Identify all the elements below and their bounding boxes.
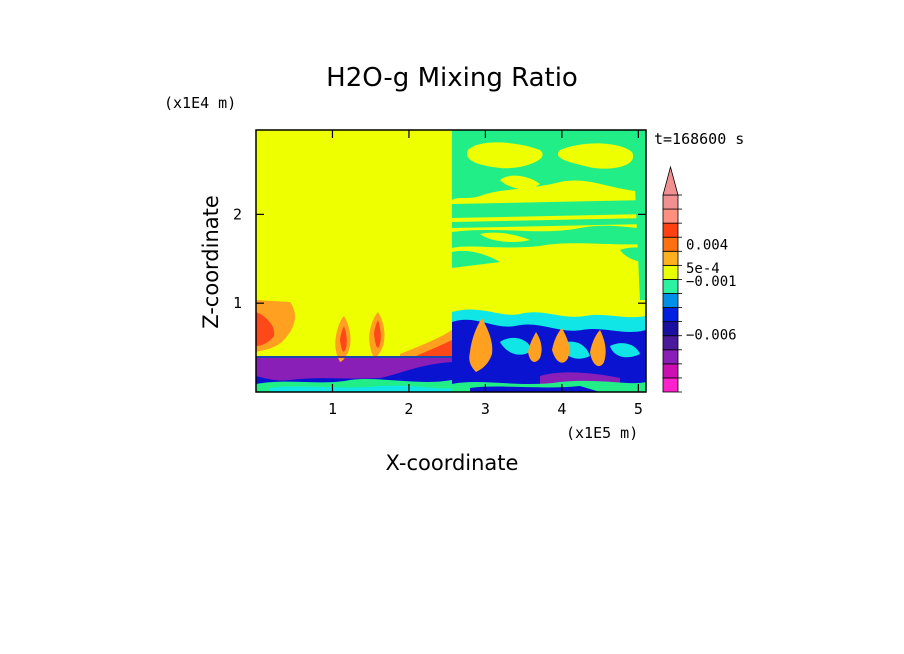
y-axis-label: Z-coordinate	[199, 195, 223, 329]
colorbar-swatch	[662, 293, 679, 308]
red-shelf-left	[256, 312, 275, 346]
colorbar-swatch	[662, 194, 679, 210]
green-band-lower	[452, 225, 646, 248]
yellow-patch-a	[466, 142, 543, 169]
cyan-swirl-a	[500, 337, 532, 355]
x-axis-label: X-coordinate	[386, 451, 519, 475]
plume-right-1	[469, 318, 493, 372]
plume-right-2	[528, 332, 542, 362]
x-tick-label: 2	[404, 400, 413, 418]
plume-left-1-core	[340, 326, 347, 352]
plume-right-4	[590, 330, 606, 367]
colorbar-label: −0.006	[686, 327, 737, 343]
upper-right-region	[452, 130, 646, 300]
x-axis: 1 2 3 4 5	[328, 130, 643, 418]
green-band-low	[452, 250, 500, 268]
x-tick-label: 3	[481, 400, 490, 418]
colorbar-swatch	[662, 363, 679, 379]
x-scale-label: (x1E5 m)	[566, 424, 638, 442]
colorbar-label: −0.001	[686, 274, 737, 290]
plume-left-2-core	[374, 320, 381, 348]
colorbar-swatch	[662, 307, 679, 323]
yellow-patch-b	[557, 143, 634, 169]
plot-frame	[255, 129, 647, 393]
y-axis: 12	[233, 205, 646, 312]
colorbar-swatch	[662, 279, 679, 294]
colorbar-swatch	[662, 349, 679, 365]
x-tick-label: 1	[328, 400, 337, 418]
colorbar-swatch	[662, 208, 679, 224]
blue-ground-right	[470, 386, 600, 392]
lower-left-region	[256, 300, 452, 392]
cyan-ground-left	[270, 385, 452, 392]
colorbar-swatch	[662, 321, 679, 337]
y-tick-label: 1	[233, 294, 242, 312]
colorbar-label: 0.004	[686, 237, 728, 253]
green-strip-right	[632, 130, 646, 300]
right-plumes	[469, 318, 606, 372]
colorbar-swatch	[662, 264, 679, 280]
colorbar-swatch	[662, 335, 679, 351]
colorbar-swatch	[662, 250, 679, 266]
yellow-patch-c	[500, 175, 540, 189]
green-line-mid	[452, 218, 646, 228]
red-wedge	[416, 340, 452, 358]
left-plumes	[335, 312, 385, 362]
green-band-mid	[452, 200, 646, 218]
colorbar-label: 5e-4	[686, 261, 720, 277]
colorbar-extend-arrow	[662, 165, 679, 196]
x-tick-label: 5	[634, 400, 643, 418]
contour-field	[256, 130, 646, 392]
cyan-swirl-c	[610, 343, 640, 358]
chart-title: H2O-g Mixing Ratio	[326, 63, 578, 93]
y-scale-label: (x1E4 m)	[164, 94, 236, 112]
yellow-island-lower	[480, 232, 530, 242]
y-tick-label: 2	[233, 205, 242, 223]
colorbar-swatch	[662, 377, 679, 393]
colorbar: 0.004 5e-4−0.001 −0.006	[662, 165, 737, 393]
colorbar-swatch	[662, 222, 679, 238]
plume-right-3	[552, 328, 570, 363]
purple-layer-left	[256, 358, 452, 381]
colorbar-swatch	[662, 236, 679, 252]
x-tick-label: 4	[557, 400, 566, 418]
time-label: t=168600 s	[654, 130, 744, 148]
